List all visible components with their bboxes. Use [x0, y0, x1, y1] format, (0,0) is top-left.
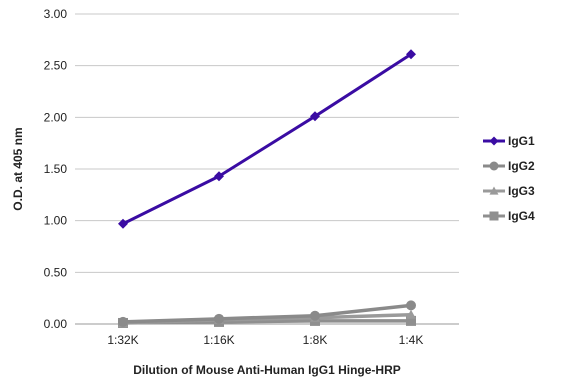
legend-marker [489, 211, 499, 221]
data-point [214, 313, 224, 324]
data-point [118, 316, 128, 327]
data-point [406, 309, 416, 319]
data-point [406, 49, 416, 60]
data-point [310, 111, 320, 122]
y-axis-title: O.D. at 405 nm [11, 127, 25, 210]
legend-marker [489, 136, 499, 146]
y-tick-label: 2.00 [44, 110, 68, 124]
data-point [118, 218, 128, 229]
legend-marker [489, 186, 499, 195]
legend-label: IgG3 [508, 184, 535, 198]
legend: IgG1 IgG2 IgG3 IgG4 [483, 134, 535, 223]
x-axis-ticks: 1:32K 1:16K 1:8K 1:4K [107, 333, 423, 347]
x-tick-label: 1:32K [107, 333, 138, 347]
legend-label: IgG2 [508, 159, 535, 173]
data-point [310, 310, 320, 321]
series-line [122, 303, 412, 324]
data-point [406, 315, 416, 326]
legend-label: IgG1 [508, 134, 535, 148]
legend-marker [489, 161, 499, 171]
y-tick-label: 1.00 [44, 214, 68, 228]
legend-item-igg4: IgG4 [483, 209, 535, 223]
y-tick-label: 1.50 [44, 162, 68, 176]
y-tick-label: 3.00 [44, 7, 68, 21]
legend-label: IgG4 [508, 209, 535, 223]
series-igg2 [118, 300, 416, 327]
y-tick-label: 2.50 [44, 59, 68, 73]
gridlines [75, 13, 459, 273]
legend-item-igg3: IgG3 [483, 184, 535, 198]
y-axis-ticks: 0.00 0.50 1.00 1.50 2.00 2.50 3.00 [44, 7, 68, 331]
x-tick-label: 1:8K [303, 333, 328, 347]
data-point [214, 171, 224, 182]
legend-item-igg1: IgG1 [483, 134, 535, 148]
x-tick-label: 1:4K [399, 333, 424, 347]
data-point [406, 300, 416, 311]
series-igg1 [118, 49, 416, 229]
x-tick-label: 1:16K [203, 333, 234, 347]
y-tick-label: 0.50 [44, 265, 68, 279]
y-tick-label: 0.00 [44, 317, 68, 331]
x-axis-title: Dilution of Mouse Anti-Human IgG1 Hinge-… [133, 363, 401, 377]
series-lines [118, 49, 416, 328]
legend-item-igg2: IgG2 [483, 159, 535, 173]
series-line [122, 53, 412, 226]
